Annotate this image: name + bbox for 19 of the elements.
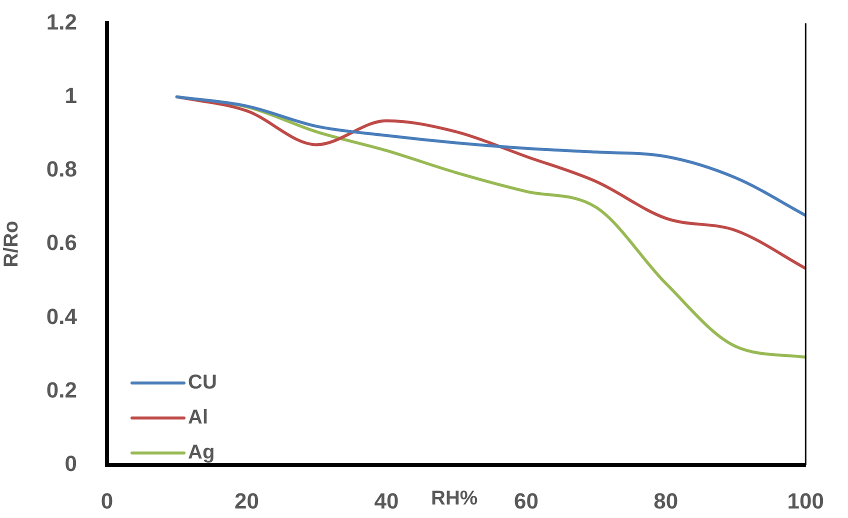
legend-label: Al (188, 406, 208, 429)
y-tick-label: 0.2 (46, 377, 77, 402)
y-tick-label: 1.2 (46, 9, 77, 34)
y-axis-title: R/Ro (0, 220, 23, 268)
x-tick-label: 60 (514, 488, 538, 514)
x-tick-label: 0 (100, 488, 114, 514)
x-tick-label: 100 (787, 488, 824, 514)
x-axis-title: RH% (430, 488, 478, 510)
x-tick-label: 40 (374, 488, 399, 514)
y-tick-label: 0.8 (46, 156, 77, 182)
legend-label: CU (188, 372, 217, 394)
x-tick-label: 80 (654, 488, 678, 514)
legend-label: Ag (188, 442, 215, 464)
y-tick-label: 0.4 (46, 304, 78, 329)
y-tick-label: 0 (64, 451, 77, 476)
y-tick-label: 1 (64, 82, 77, 108)
y-tick-label: 0.6 (46, 230, 77, 256)
line-series (175, 95, 806, 217)
x-tick-label: 20 (234, 488, 259, 514)
